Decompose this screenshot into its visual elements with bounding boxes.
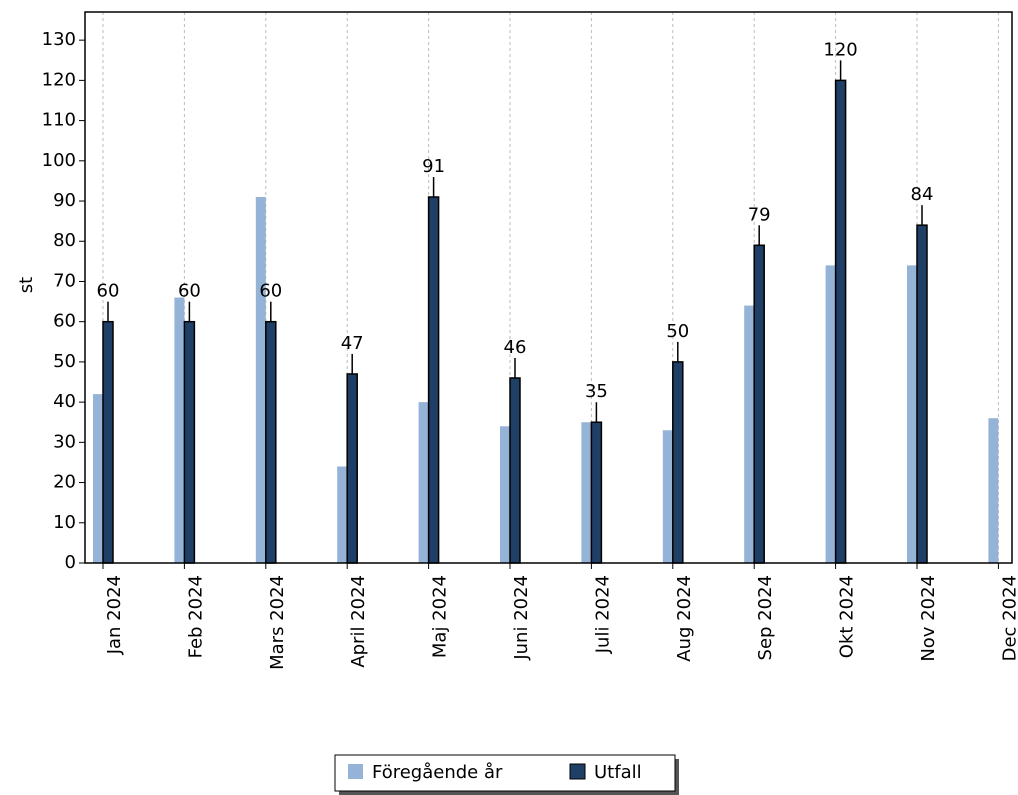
bar	[183, 320, 196, 564]
y-tick-label: 90	[53, 190, 76, 211]
bar	[988, 418, 999, 563]
data-label: 50	[666, 321, 689, 342]
bar	[916, 224, 928, 564]
bar	[418, 402, 429, 563]
legend-label: Föregående år	[372, 762, 503, 783]
y-tick-label: 50	[53, 351, 76, 372]
data-label: 60	[97, 281, 120, 302]
y-tick-label: 30	[53, 431, 76, 452]
y-tick-label: 20	[53, 472, 76, 493]
x-tick-label: Maj 2024	[430, 575, 451, 658]
y-tick-label: 100	[42, 150, 76, 171]
legend-swatch	[569, 763, 586, 780]
bar	[346, 373, 358, 564]
legend: Föregående år Utfall	[334, 754, 679, 795]
legend-box	[334, 754, 676, 792]
y-tick-label: 110	[42, 110, 76, 131]
x-tick-label: Nov 2024	[918, 575, 939, 662]
bar	[174, 297, 185, 563]
y-tick-label: 70	[53, 270, 76, 291]
x-tick-label: Jan 2024	[104, 575, 125, 655]
bar	[753, 244, 765, 564]
bar	[255, 197, 266, 563]
data-label: 35	[585, 381, 608, 402]
y-tick-label: 40	[53, 391, 76, 412]
data-label: 91	[422, 156, 445, 177]
y-tick-label: 80	[53, 230, 76, 251]
plot-frame	[84, 11, 1013, 564]
bar	[744, 305, 755, 563]
bar	[825, 265, 836, 563]
data-label: 46	[504, 337, 527, 358]
x-tick-label: Mars 2024	[267, 575, 288, 670]
bar	[102, 320, 114, 564]
y-tick-label: 60	[53, 311, 76, 332]
legend-label: Utfall	[594, 762, 642, 783]
x-tick-label: Juni 2024	[511, 575, 532, 661]
data-label: 120	[823, 39, 857, 60]
y-tick-label: 10	[53, 512, 76, 533]
bar	[265, 320, 277, 564]
data-label: 84	[911, 184, 934, 205]
bar	[672, 361, 684, 564]
bar	[834, 79, 847, 564]
x-tick-label: Juli 2024	[592, 575, 613, 654]
y-tick-label: 130	[42, 29, 76, 50]
data-label: 47	[341, 333, 364, 354]
bar	[590, 421, 603, 564]
bar	[500, 426, 510, 563]
bar	[427, 196, 440, 564]
bar	[907, 265, 917, 563]
bar	[662, 430, 673, 563]
data-label: 79	[748, 204, 771, 225]
y-tick-label: 120	[42, 69, 76, 90]
data-label: 60	[259, 281, 282, 302]
data-label: 60	[178, 281, 201, 302]
bar	[93, 394, 103, 563]
x-tick-label: Okt 2024	[837, 575, 858, 658]
x-tick-label: Feb 2024	[185, 575, 206, 658]
y-tick-label: 0	[65, 552, 76, 573]
y-axis-label: st	[16, 277, 37, 293]
x-tick-label: Aug 2024	[674, 575, 695, 662]
x-tick-label: Dec 2024	[999, 575, 1018, 661]
bar	[337, 466, 348, 563]
bar	[581, 422, 592, 563]
bar	[509, 377, 521, 564]
x-tick-label: April 2024	[348, 575, 369, 668]
x-tick-label: Sep 2024	[755, 575, 776, 660]
legend-swatch	[348, 764, 363, 779]
